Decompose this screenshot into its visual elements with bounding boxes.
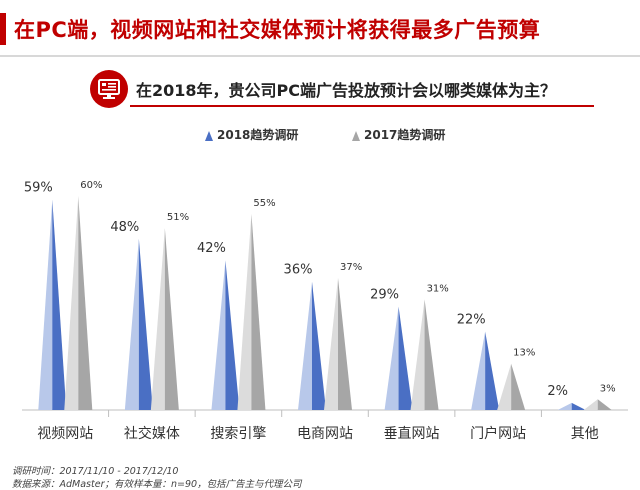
spike-2018-dark bbox=[398, 306, 413, 410]
spike-2018-light bbox=[211, 260, 226, 410]
data-label-2018: 36% bbox=[284, 263, 313, 278]
data-label-2018: 59% bbox=[24, 181, 53, 196]
spike-2017-dark bbox=[78, 196, 93, 410]
category-label: 视频网站 bbox=[37, 426, 93, 442]
data-label-2018: 22% bbox=[457, 313, 486, 328]
spike-2018-light bbox=[124, 238, 139, 410]
spike-2018-dark bbox=[52, 199, 67, 410]
monitor-icon bbox=[90, 70, 128, 108]
spike-2017-light bbox=[150, 228, 165, 410]
footnote-survey-period: 调研时间：2017/11/10 - 2017/12/10 bbox=[12, 466, 179, 477]
spike-2018-light bbox=[298, 281, 312, 410]
category-label: 垂直网站 bbox=[384, 425, 440, 442]
data-label-2017: 55% bbox=[253, 198, 275, 209]
data-label-2017: 13% bbox=[513, 348, 535, 359]
data-label-2018: 2% bbox=[547, 384, 568, 399]
question-underline bbox=[130, 105, 594, 107]
spike-2017-light bbox=[64, 196, 79, 410]
spike-2018-dark bbox=[138, 238, 153, 410]
category-label: 电商网站 bbox=[297, 426, 353, 442]
legend-marker-2017 bbox=[352, 130, 360, 141]
data-label-2017: 60% bbox=[80, 180, 102, 191]
data-label-2017: 3% bbox=[600, 383, 616, 394]
legend-label-2018: 2018趋势调研 bbox=[217, 128, 299, 142]
data-label-2017: 37% bbox=[340, 262, 362, 273]
spike-2018-dark bbox=[225, 260, 240, 410]
data-label-2018: 29% bbox=[370, 288, 399, 303]
spike-2017-light bbox=[497, 363, 512, 410]
spike-2017-light bbox=[324, 278, 338, 410]
data-label-2017: 51% bbox=[167, 212, 189, 223]
spike-2017-dark bbox=[338, 278, 352, 410]
category-label: 门户网站 bbox=[470, 425, 526, 442]
spike-2018-dark bbox=[571, 402, 586, 410]
header-divider bbox=[0, 55, 640, 57]
spike-2017-dark bbox=[251, 213, 266, 410]
header-bar: 在PC端，视频网站和社交媒体预计将获得最多广告预算 bbox=[0, 0, 640, 58]
data-label-2018: 42% bbox=[197, 241, 226, 256]
spike-2018-light bbox=[38, 199, 53, 410]
spike-2018-light bbox=[384, 306, 399, 410]
spike-2018-light bbox=[471, 331, 486, 410]
data-label-2018: 48% bbox=[110, 220, 139, 235]
spike-2017-light bbox=[583, 399, 598, 410]
legend-marker-2018 bbox=[205, 130, 213, 141]
title-accent-bar bbox=[0, 13, 6, 45]
legend-label-2017: 2017趋势调研 bbox=[364, 128, 446, 142]
question-text: 在2018年，贵公司PC端广告投放预计会以哪类媒体为主？ bbox=[136, 81, 557, 100]
spike-2017-light bbox=[237, 213, 252, 410]
spike-2017-dark bbox=[424, 299, 439, 410]
spike-2017-dark bbox=[597, 399, 612, 410]
spike-2018-dark bbox=[312, 281, 326, 410]
spike-2017-dark bbox=[164, 228, 179, 410]
legend-item-2018: 2018趋势调研 bbox=[205, 126, 298, 143]
spike-2017-light bbox=[410, 299, 425, 410]
category-label: 社交媒体 bbox=[124, 425, 180, 442]
legend-item-2017: 2017趋势调研 bbox=[352, 126, 445, 143]
spike-2018-light bbox=[557, 402, 572, 410]
page-title: 在PC端，视频网站和社交媒体预计将获得最多广告预算 bbox=[14, 18, 541, 42]
category-label: 其他 bbox=[571, 426, 599, 442]
footnote-data-source: 数据来源：AdMaster；有效样本量：n=90，包括广告主与代理公司 bbox=[12, 479, 302, 490]
spike-2017-dark bbox=[511, 363, 526, 410]
data-label-2017: 31% bbox=[427, 283, 449, 294]
category-label: 搜索引擎 bbox=[210, 425, 266, 442]
spike-2018-dark bbox=[485, 331, 500, 410]
question-row: 在2018年，贵公司PC端广告投放预计会以哪类媒体为主？ bbox=[90, 70, 594, 110]
